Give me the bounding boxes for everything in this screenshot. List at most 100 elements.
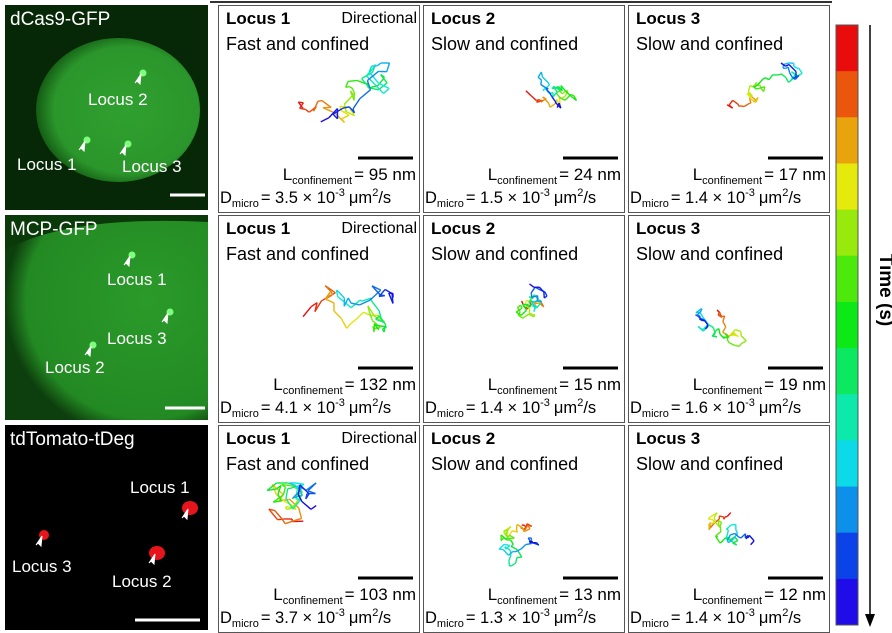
locus-spot bbox=[182, 501, 198, 515]
colorbar-block bbox=[836, 579, 858, 626]
symbol: L bbox=[693, 165, 702, 184]
subscript: confinement bbox=[283, 385, 343, 397]
trajectory-step bbox=[778, 74, 782, 75]
unit: μm bbox=[759, 189, 782, 207]
locus-label: Locus 1 bbox=[107, 270, 167, 289]
trajectory-step bbox=[534, 303, 539, 304]
motion-class: Fast and confined bbox=[226, 34, 369, 54]
subscript: confinement bbox=[292, 175, 352, 187]
colorbar-block bbox=[836, 533, 858, 580]
value: = 24 nm bbox=[559, 165, 621, 184]
locus-label: Locus 3 bbox=[122, 157, 182, 176]
trajectory-step bbox=[526, 300, 527, 302]
subscript: confinement bbox=[702, 385, 762, 397]
trajectory-step bbox=[715, 331, 716, 333]
motion-tag: Directional bbox=[341, 10, 417, 27]
unit: μm bbox=[759, 609, 782, 627]
colorbar-block bbox=[836, 210, 858, 257]
unit: μm bbox=[349, 189, 372, 207]
symbol: D bbox=[425, 189, 437, 207]
locus-label: Locus 2 bbox=[45, 358, 105, 377]
trajectory-step bbox=[348, 80, 357, 81]
colorbar-block bbox=[836, 256, 858, 303]
trajectory-step bbox=[718, 314, 719, 315]
locus-spot bbox=[149, 546, 165, 560]
panel-title: Locus 3 bbox=[636, 9, 700, 28]
exponent: -3 bbox=[540, 187, 550, 199]
image-label: dCas9-GFP bbox=[10, 9, 110, 30]
subscript: micro bbox=[642, 408, 669, 420]
subscript: micro bbox=[642, 198, 669, 210]
panel-title: Locus 1 bbox=[226, 429, 290, 448]
unit: /s bbox=[378, 189, 391, 207]
image-label: tdTomato-tDeg bbox=[10, 429, 135, 450]
motion-class: Slow and confined bbox=[431, 244, 578, 264]
locus-label: Locus 1 bbox=[17, 155, 77, 174]
trajectory-step bbox=[720, 526, 721, 532]
symbol: D bbox=[425, 609, 437, 627]
symbol: D bbox=[630, 609, 642, 627]
colorbar-block bbox=[836, 394, 858, 441]
value: = 12 nm bbox=[764, 585, 826, 604]
exponent: -3 bbox=[745, 187, 755, 199]
motion-class: Slow and confined bbox=[636, 454, 783, 474]
value: = 1.4 × 10 bbox=[671, 609, 745, 627]
trajectory-step bbox=[725, 516, 728, 517]
symbol: L bbox=[283, 165, 292, 184]
trajectory-panel: Locus 3 Slow and confined Lconfinement= 17… bbox=[629, 6, 830, 213]
unit: μm bbox=[349, 609, 372, 627]
subscript: confinement bbox=[702, 595, 762, 607]
motion-class: Slow and confined bbox=[431, 454, 578, 474]
trajectory-step bbox=[731, 524, 736, 525]
trajectory-step bbox=[548, 83, 549, 85]
colorbar-block bbox=[836, 71, 858, 118]
trajectory-step bbox=[794, 77, 796, 78]
locus-label: Locus 2 bbox=[112, 572, 172, 591]
exponent: -3 bbox=[745, 397, 755, 409]
figure: dCas9-GFP Locus 2 Locus 1 Locus 3 Locus 1 Dir… bbox=[0, 0, 892, 633]
unit: μm bbox=[759, 399, 782, 417]
value: = 15 nm bbox=[559, 375, 621, 394]
image-label: MCP-GFP bbox=[10, 219, 98, 240]
trajectory-step bbox=[719, 524, 720, 527]
motion-class: Slow and confined bbox=[636, 34, 783, 54]
exponent: -3 bbox=[335, 397, 345, 409]
trajectory-panel: Locus 1DirectionalFast and confinedLconf… bbox=[219, 6, 420, 213]
value: = 17 nm bbox=[764, 165, 826, 184]
symbol: D bbox=[220, 399, 232, 417]
motion-class: Slow and confined bbox=[431, 34, 578, 54]
subscript: micro bbox=[437, 198, 464, 210]
unit: μm bbox=[554, 399, 577, 417]
trajectory-step bbox=[499, 549, 503, 550]
unit: μm bbox=[554, 189, 577, 207]
value: = 19 nm bbox=[764, 375, 826, 394]
symbol: D bbox=[220, 189, 232, 207]
colorbar-block bbox=[836, 302, 858, 349]
unit: μm bbox=[554, 609, 577, 627]
trajectory-step bbox=[509, 561, 510, 567]
locus-label: Locus 3 bbox=[107, 329, 167, 348]
subscript: micro bbox=[232, 408, 259, 420]
locus-label: Locus 1 bbox=[130, 478, 190, 497]
symbol: D bbox=[630, 189, 642, 207]
unit: /s bbox=[583, 609, 596, 627]
subscript: micro bbox=[232, 198, 259, 210]
value: = 4.1 × 10 bbox=[261, 399, 335, 417]
colorbar-label: Time (s) bbox=[875, 254, 892, 327]
colorbar-block bbox=[836, 487, 858, 534]
trajectory-step bbox=[512, 531, 518, 532]
subscript: confinement bbox=[702, 175, 762, 187]
motion-class: Fast and confined bbox=[226, 244, 369, 264]
subscript: confinement bbox=[497, 385, 557, 397]
trajectory-step bbox=[740, 106, 744, 107]
trajectory-step bbox=[749, 103, 751, 104]
unit: /s bbox=[378, 399, 391, 417]
colorbar-block bbox=[836, 348, 858, 395]
trajectory-step bbox=[531, 293, 532, 297]
exponent: -3 bbox=[540, 397, 550, 409]
trajectory-step bbox=[709, 523, 715, 524]
value: = 3.5 × 10 bbox=[261, 189, 335, 207]
unit: /s bbox=[583, 189, 596, 207]
